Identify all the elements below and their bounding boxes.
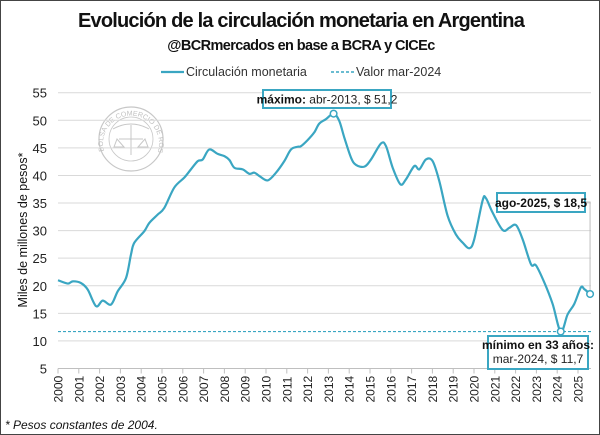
annotation-text: máximo: abr-2013, $ 51,2 [257,93,398,107]
y-tick-label: 5 [40,362,47,377]
y-tick-label: 15 [33,306,47,321]
x-tick-label: 2011 [280,376,294,402]
chart-subtitle: @BCRmercados en base a BCRA y CICEc [167,38,435,54]
x-tick-label: 2022 [509,375,523,402]
y-tick-label: 55 [33,86,47,101]
x-tick-label: 2021 [488,375,502,402]
series-line-circulacion [57,112,591,333]
x-tick-label: 2016 [384,375,398,402]
annotation-box [487,335,589,370]
x-tick-label: 2017 [405,375,419,402]
x-tick-label: 2023 [530,375,544,402]
y-axis: 5 10 15 20 25 30 35 40 45 50 55 [33,86,47,377]
x-tick-label: 2025 [572,375,586,402]
legend-label-reference: Valor mar-2024 [356,65,441,79]
y-axis-label: Miles de millones de pesos* [16,152,30,307]
x-axis: 2000 2001 2002 2003 2004 2005 2006 2007 2008 2009… [52,368,586,403]
y-tick-label: 50 [33,113,47,128]
annotation-marker [329,109,338,118]
annotation-value: mar-2024, $ 11,7 [493,352,584,366]
annotation-box [496,192,586,213]
x-tick-label: 2002 [93,375,107,402]
annotation-bold: máximo: [257,93,306,107]
x-tick-label: 2024 [551,375,565,402]
y-tick-label: 10 [33,334,47,349]
x-tick-label: 2009 [239,375,253,402]
annotations: máximo: abr-2013, $ 51,2 ago-2025, $ 18,5… [257,89,595,370]
annotation-bold: ago-2025, $ 18,5 [495,196,587,210]
x-tick-label: 2006 [176,375,190,402]
x-tick-label: 2003 [114,375,128,402]
annotation-marker [586,289,595,299]
y-tick-label: 30 [33,224,47,239]
x-tick-label: 2008 [218,375,232,402]
x-tick-label: 2005 [156,375,170,402]
y-tick-label: 40 [33,168,47,183]
x-tick-label: 2000 [52,375,66,402]
annotation-value: abr-2013, $ 51,2 [306,93,398,107]
y-tick-label: 25 [33,251,47,266]
x-tick-label: 2004 [135,375,149,402]
series-layer [57,112,591,333]
y-tick-label: 20 [33,279,47,294]
x-tick-label: 2010 [260,375,274,402]
x-tick-label: 2007 [197,375,211,402]
annotation-box [262,89,392,109]
annotation-text: ago-2025, $ 18,5 [495,196,587,210]
annotation-leader-line [585,201,591,292]
x-tick-label: 2018 [426,375,440,402]
x-tick-label: 2001 [72,375,86,402]
x-tick-label: 2020 [468,375,482,402]
gridlines [58,92,591,369]
legend: Circulación monetaria Valor mar-2024 [161,65,441,79]
y-tick-label: 35 [33,196,47,211]
chart-title: Evolución de la circulación monetaria en… [78,10,526,32]
x-tick-label: 2014 [343,375,357,402]
x-tick-label: 2015 [364,375,378,402]
x-tick-label: 2012 [301,375,315,402]
annotation-bold: mínimo en 33 años: [482,338,594,352]
footnote: * Pesos constantes de 2004. [5,418,158,432]
x-tick-label: 2019 [447,375,461,402]
x-tick-label: 2013 [322,375,336,402]
y-tick-label: 45 [33,141,47,156]
annotation-marker [556,327,565,336]
legend-label-series: Circulación monetaria [186,65,307,79]
